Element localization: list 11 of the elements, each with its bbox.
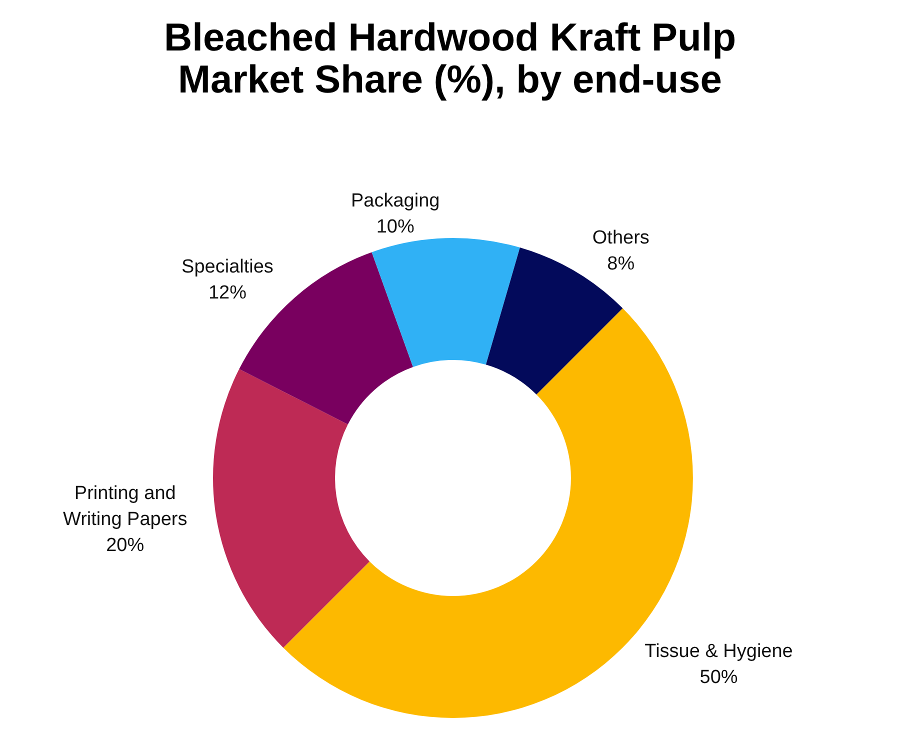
slice-label: Packaging [350, 190, 440, 212]
data-label: 8% [607, 253, 635, 274]
slice-label: Printing and Writing Papers [62, 482, 188, 530]
data-label: 20% [106, 534, 144, 556]
slice-label: Specialties [182, 256, 274, 278]
data-label: 12% [208, 282, 247, 304]
data-label: 10% [376, 216, 414, 238]
slice-label: Others [592, 227, 650, 248]
chart-title: Bleached Hardwood Kraft Pulp Market Share (%), by end-use [164, 16, 736, 102]
data-label: 50% [700, 667, 738, 688]
slice-label: Tissue & Hygiene [644, 641, 793, 662]
